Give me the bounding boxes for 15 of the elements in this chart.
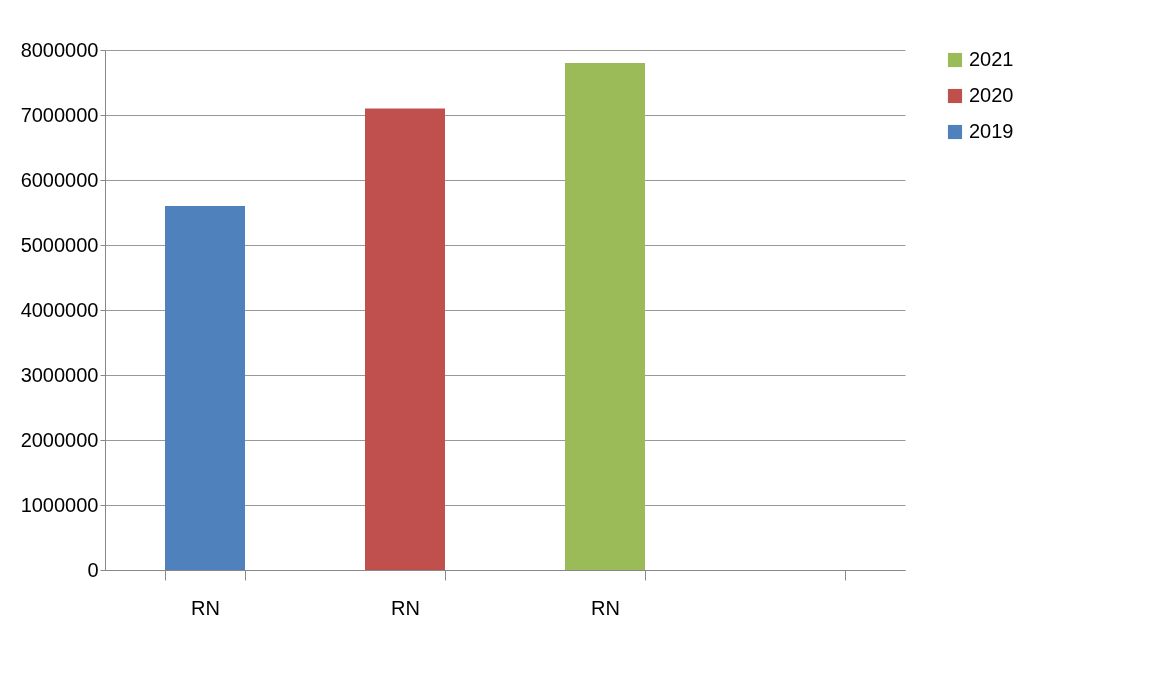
legend-label: 2020 <box>969 84 1014 106</box>
x-tick-label: RN <box>191 596 220 619</box>
y-tick-label: 4000000 <box>20 298 99 321</box>
y-tick-label: 3000000 <box>20 363 99 386</box>
y-tick-label: 2000000 <box>20 428 99 451</box>
y-tick-label: 8000000 <box>20 38 99 61</box>
y-tick-label: 7000000 <box>20 103 99 126</box>
y-tick-label: 0 <box>87 558 99 581</box>
y-tick-label: 6000000 <box>20 168 99 191</box>
x-tick-label: RN <box>391 596 420 619</box>
x-tick-label: RN <box>591 596 620 619</box>
legend-label: 2019 <box>969 120 1014 142</box>
y-tick-label: 5000000 <box>20 233 99 256</box>
y-tick-label: 1000000 <box>20 493 99 516</box>
legend-label: 2021 <box>969 48 1014 70</box>
